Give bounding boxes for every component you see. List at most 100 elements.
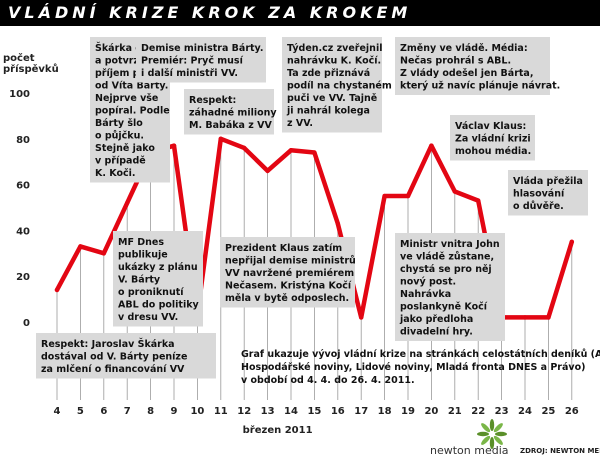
source-label: ZDROJ: NEWTON MEDIA (520, 447, 600, 455)
annotation-box (395, 233, 505, 341)
data-point (78, 244, 83, 249)
data-point (242, 145, 247, 151)
data-point (218, 136, 223, 141)
x-tick-label: 19 (401, 406, 415, 417)
x-tick-label: 16 (331, 406, 345, 417)
logo-text: newton media (430, 444, 509, 457)
annotation-text: příjem peněz (95, 68, 165, 79)
data-point (359, 315, 364, 320)
annotation-text: podíl na chystaném (287, 81, 392, 92)
annotation-text: Demise ministra Bárty. (141, 43, 263, 54)
data-point (335, 221, 340, 226)
note-line: v období od 4. 4. do 26. 4. 2011. (241, 375, 415, 386)
annotation-text: dostával od V. Bárty peníze (41, 352, 187, 363)
x-tick-label: 17 (354, 406, 368, 417)
annotation-text: MF Dnes (118, 237, 164, 248)
x-tick-label: 15 (307, 406, 321, 417)
x-tick-label: 26 (565, 406, 579, 417)
annotation-text: ve vládě zůstane, (400, 252, 494, 263)
y-axis-label: počet (3, 52, 35, 64)
annotation-text: nahrávku K. Kočí. (287, 56, 381, 67)
annotation-text: Za vládní krizi (455, 134, 531, 145)
annotation-text: jako předloha (399, 314, 473, 325)
annotation-text: chystá se pro něj (400, 264, 492, 275)
annotation-text: od Víta Bárty. (95, 81, 168, 92)
data-point (265, 168, 270, 174)
annotation-text: záhadné miliony (189, 108, 277, 119)
x-tick-label: 4 (54, 406, 61, 417)
annotation-box (220, 237, 355, 308)
annotation-text: Ta zde přiznává (287, 68, 370, 79)
annotation-text: Nečas prohrál s ABL. (400, 56, 511, 67)
annotation-text: v dresu VV. (118, 312, 178, 323)
x-tick-label: 6 (100, 406, 107, 417)
data-point (54, 287, 60, 293)
x-axis: 4 5 6 7 8 9 10 11 12 13 14 15 16 17 18 19 20 21 22 23 24 25 26… (54, 406, 579, 436)
data-point (569, 239, 574, 245)
data-point (429, 143, 434, 148)
annotation-box (36, 333, 216, 379)
data-point (171, 143, 177, 148)
data-point (405, 193, 411, 199)
annotation-text: divadelní hry. (400, 327, 473, 338)
annotation-text: Prezident Klaus zatím (225, 243, 342, 254)
annotation-box (113, 231, 203, 327)
annotation-text: hlasování (513, 189, 565, 200)
x-tick-label: 22 (471, 406, 485, 417)
annotation-text: Respekt: Jaroslav Škárka (41, 338, 175, 350)
y-tick-label: 80 (16, 135, 30, 146)
annotation-text: K. Koči. (95, 168, 136, 179)
annotation-text: z VV. (287, 118, 313, 129)
annotation-box (450, 115, 535, 161)
x-tick-label: 23 (495, 406, 509, 417)
annotation-box (184, 89, 274, 135)
annotation-text: o důvěře. (513, 201, 564, 212)
annotation-text: který už navíc plánuje návrat. (400, 81, 560, 92)
annotation-text: ukázky z plánu (118, 262, 198, 273)
annotation-text: ji nahrál kolega (286, 106, 370, 117)
y-tick-label: 60 (16, 181, 30, 192)
x-tick-label: 9 (171, 406, 178, 417)
annotations: Respekt: Jaroslav Škárka dostával od V. B… (36, 37, 588, 379)
annotation-text: v případě (95, 156, 146, 167)
data-point (288, 148, 294, 153)
annotation-text: ABL do politiky (118, 300, 200, 311)
annotation-box (508, 170, 588, 216)
data-point (452, 189, 457, 194)
y-axis-label: příspěvků (3, 62, 59, 75)
y-tick-label: 20 (16, 272, 30, 283)
x-tick-label: 14 (284, 406, 298, 417)
annotation-text: Václav Klaus: (455, 121, 526, 132)
data-point (476, 198, 481, 203)
annotation-text: měla v bytě odposlech. (225, 293, 349, 304)
y-tick-label: 0 (23, 318, 30, 329)
title-bar: VLÁDNÍ KRIZE KROK ZA KROKEM (0, 0, 600, 26)
annotation-box (395, 37, 550, 95)
data-point (522, 315, 528, 320)
x-tick-label: 10 (190, 406, 204, 417)
data-point (546, 315, 551, 320)
annotation-text: Premiér: Pryč musí (141, 56, 244, 67)
annotation-text: Nahrávka (400, 289, 451, 300)
annotation-text: Změny ve vládě. Média: (400, 43, 528, 54)
newton-media-logo-icon (477, 419, 507, 449)
x-tick-label: 5 (77, 406, 84, 417)
x-tick-label: 25 (541, 406, 555, 417)
note-line: Graf ukazuje vývoj vládní krize na strán… (241, 349, 600, 360)
annotation-text: mohou média. (455, 146, 531, 157)
x-tick-label: 20 (424, 406, 438, 417)
annotation-box (282, 37, 382, 133)
annotation-text: Nejprve vše (95, 93, 158, 104)
annotation-text: Bárty šlo (95, 118, 143, 129)
annotation-text: Vláda přežila (513, 176, 583, 187)
data-point (125, 200, 130, 206)
annotation-box (136, 37, 266, 83)
annotation-text: i další ministři VV. (141, 68, 238, 79)
annotation-text: V. Bárty (118, 275, 161, 286)
annotation-text: Ministr vnitra John (400, 239, 500, 250)
y-tick-label: 40 (16, 226, 30, 237)
x-tick-label: 12 (237, 406, 251, 417)
